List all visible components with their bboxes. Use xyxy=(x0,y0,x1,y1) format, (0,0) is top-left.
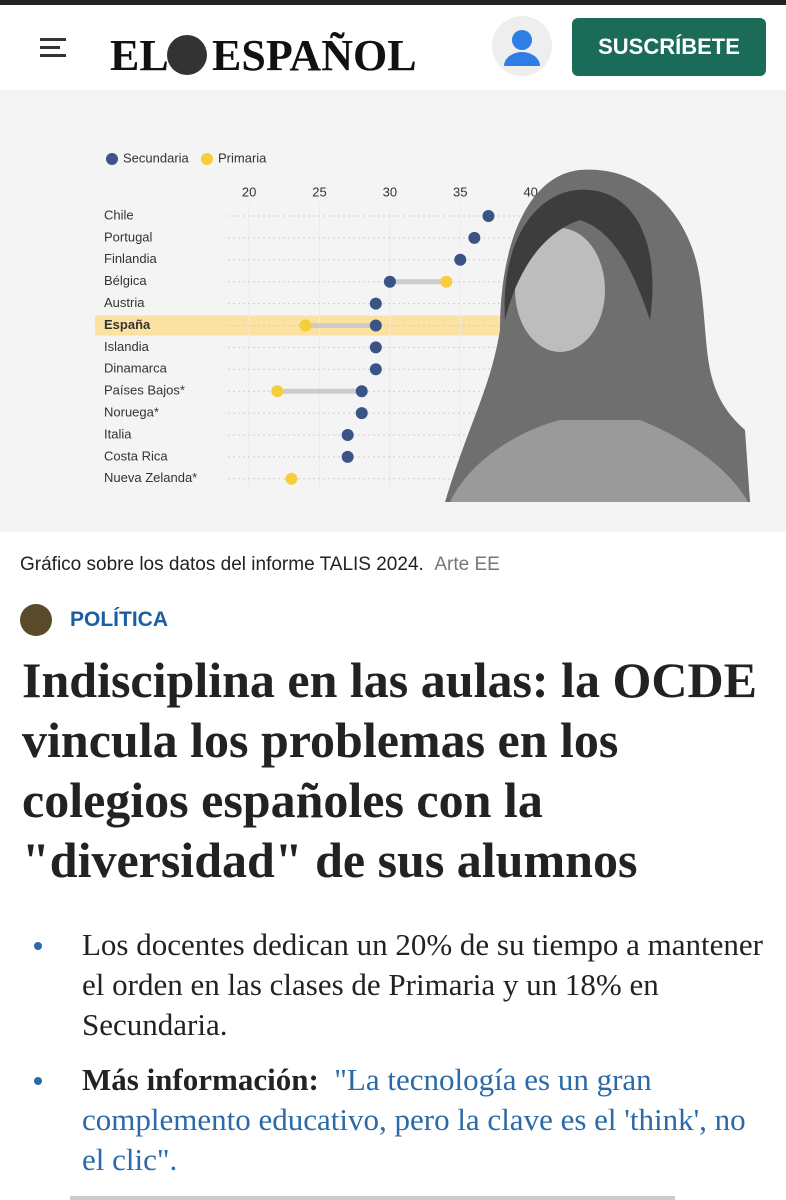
photo-hair xyxy=(504,189,653,320)
divider xyxy=(70,1196,675,1200)
more-link[interactable]: "La tecnología es un gran complemento ed… xyxy=(82,1062,746,1177)
dot xyxy=(369,297,382,310)
category-label: Costa Rica xyxy=(104,448,168,463)
category-label: Portugal xyxy=(104,229,153,244)
legend-label: Secundaria xyxy=(123,150,190,165)
more-label: Más información: xyxy=(82,1062,319,1097)
x-tick-label: 20 xyxy=(242,184,256,199)
user-icon xyxy=(512,30,532,50)
section-icon xyxy=(20,604,52,636)
category-label: Países Bajos* xyxy=(104,383,185,398)
section-label[interactable]: POLÍTICA xyxy=(70,608,168,631)
menu-icon[interactable] xyxy=(40,38,66,57)
category-label: Finlandia xyxy=(104,251,158,266)
dot xyxy=(341,429,354,441)
bullet-more: Más información: "La tecnología es un gr… xyxy=(82,1060,772,1180)
x-tick-label: 30 xyxy=(383,184,397,199)
dot xyxy=(355,407,368,420)
subscribe-label: SUSCRÍBETE xyxy=(598,34,740,59)
caption-text: Gráfico sobre los datos del informe TALI… xyxy=(20,554,424,575)
category-label: Bélgica xyxy=(104,273,147,288)
status-bar xyxy=(0,0,786,5)
dot xyxy=(369,363,382,376)
dot xyxy=(369,319,382,332)
logo[interactable]: ESPAÑOL xyxy=(212,31,417,80)
photo-jacket xyxy=(450,420,748,502)
logo[interactable]: EL xyxy=(110,31,169,80)
chart: Secundaria Primaria 20 25 30 35 40 Chile Portuga… xyxy=(0,90,786,532)
dot xyxy=(285,472,298,485)
category-label: Nueva Zelanda* xyxy=(104,470,197,485)
category-label: Italia xyxy=(104,426,132,441)
x-tick-label: 35 xyxy=(453,184,467,199)
header: EL ESPAÑOL SUSCRÍBETE xyxy=(40,16,766,80)
dot xyxy=(369,341,382,354)
category-label: Islandia xyxy=(104,339,150,354)
dot xyxy=(468,231,481,244)
legend-marker xyxy=(106,153,118,165)
dot xyxy=(271,385,284,398)
bullet xyxy=(34,1077,42,1085)
dot xyxy=(355,385,368,398)
dot xyxy=(454,253,467,266)
category-label: Dinamarca xyxy=(104,361,168,376)
x-tick-label: 25 xyxy=(312,184,326,199)
dot xyxy=(341,450,354,463)
user-icon xyxy=(504,52,540,66)
category-label: Austria xyxy=(104,295,145,310)
category-label: España xyxy=(104,317,151,332)
bullet xyxy=(34,942,42,950)
category-label: Noruega* xyxy=(104,405,159,420)
caption-credit: Arte EE xyxy=(434,554,500,575)
legend-marker xyxy=(201,153,213,165)
legend-label: Primaria xyxy=(218,150,267,165)
headline: Indisciplina en las aulas: la OCDE vincu… xyxy=(22,652,757,888)
caption: Gráfico sobre los datos del informe TALI… xyxy=(20,554,500,576)
bullet-text: Los docentes dedican un 20% de su tiempo… xyxy=(82,927,763,1042)
dot xyxy=(440,275,453,288)
logo-lion xyxy=(167,35,207,75)
subscribe-button[interactable] xyxy=(572,18,766,76)
dot xyxy=(482,210,495,222)
dot xyxy=(383,275,396,288)
x-tick-label: 40 xyxy=(523,184,537,199)
category-label: Chile xyxy=(104,207,134,222)
dot xyxy=(299,319,312,332)
photo-face xyxy=(515,228,605,352)
